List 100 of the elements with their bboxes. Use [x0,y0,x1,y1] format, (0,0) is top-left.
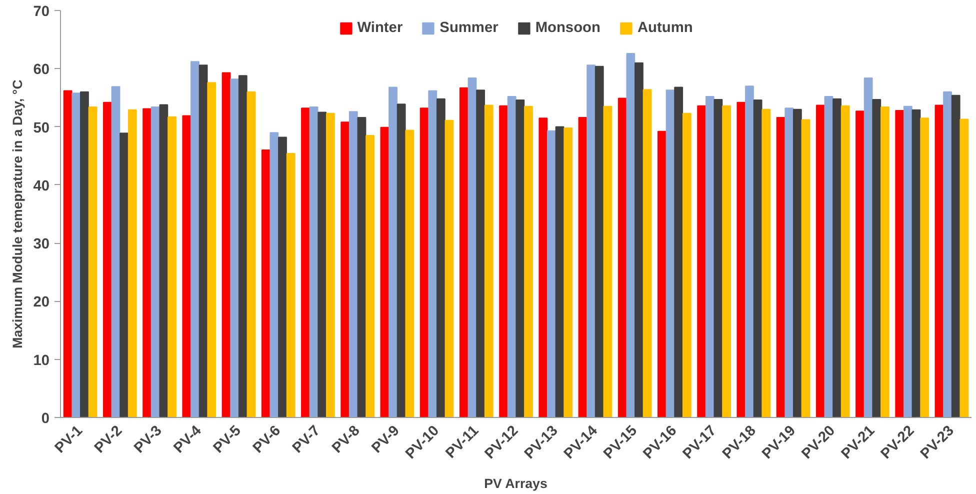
bar [72,92,81,418]
y-tick-label: 0 [41,411,50,427]
bar [578,116,588,418]
bar [697,105,706,418]
bar [198,64,208,418]
legend-label: Monsoon [535,20,600,36]
bar [318,112,327,418]
bar [278,136,287,418]
bar [436,98,446,418]
bar [722,105,731,418]
bar [776,116,786,418]
bar [872,98,882,418]
bar [538,118,548,418]
bar [618,98,627,418]
bar [476,90,485,418]
bar [380,126,390,418]
y-tick-label: 70 [33,4,50,20]
bar [222,72,231,418]
bar [594,66,604,418]
bar [507,96,516,418]
y-tick-label: 30 [33,236,50,253]
bar [524,106,533,418]
bar [301,108,310,418]
bar [444,120,454,418]
bar [238,75,248,418]
bar [784,108,794,418]
bar [864,77,873,418]
bar [920,118,930,418]
bar [943,91,952,418]
bar [270,132,279,418]
bar [564,127,573,418]
bar [586,64,596,418]
bar [626,53,636,418]
bar [405,130,414,418]
y-axis-title: Maximum Module temeprature in a Day, °C [10,79,26,348]
bar [753,100,762,418]
bar [150,106,160,418]
bar [516,100,525,418]
bar [674,86,684,418]
bar [428,90,438,418]
bar [182,115,192,418]
bar [762,108,771,418]
bar [960,118,969,418]
bar [555,126,564,418]
bar [856,110,864,418]
legend-label: Winter [357,20,403,36]
bar [824,96,834,418]
bar [459,87,468,418]
bar [396,104,406,418]
bar [261,150,270,418]
bar [603,106,612,418]
legend-label: Summer [440,20,498,36]
bar [666,90,675,418]
bar [366,135,374,418]
bar [934,104,944,418]
bar [912,109,921,418]
bar [705,96,714,418]
bar [682,112,692,418]
bar [547,130,556,418]
bar [816,104,825,418]
bar [658,130,666,418]
bar [230,78,240,418]
bar [499,105,508,418]
bar [880,106,890,418]
bar [801,119,810,418]
y-tick-label: 50 [33,120,50,136]
bar [642,89,652,418]
bar [388,86,398,418]
bar [714,98,723,418]
bar [420,108,429,418]
y-tick-label: 60 [33,62,50,78]
bar [468,77,477,418]
bar [484,104,494,418]
bar [246,91,256,418]
bar [286,153,296,418]
bar [159,104,168,418]
bar [736,102,746,418]
y-tick-label: 40 [33,178,50,194]
x-axis-title: PV Arrays [484,476,548,492]
y-tick-label: 10 [33,352,50,369]
bar [142,108,152,418]
y-tick-label: 20 [33,294,50,311]
bar [168,116,176,418]
bar [80,91,89,418]
legend-label: Autumn [637,20,693,36]
bar [832,98,842,418]
bar [840,105,850,418]
bar [951,94,960,418]
bar [340,122,350,418]
bar [326,112,335,418]
bar [348,111,358,418]
bar [207,82,216,418]
bar [634,62,644,418]
bar [128,109,137,418]
bar [357,116,366,418]
bar [63,90,72,418]
bar [88,106,98,418]
bar [120,132,129,418]
bar [309,106,318,418]
bar [895,110,904,418]
